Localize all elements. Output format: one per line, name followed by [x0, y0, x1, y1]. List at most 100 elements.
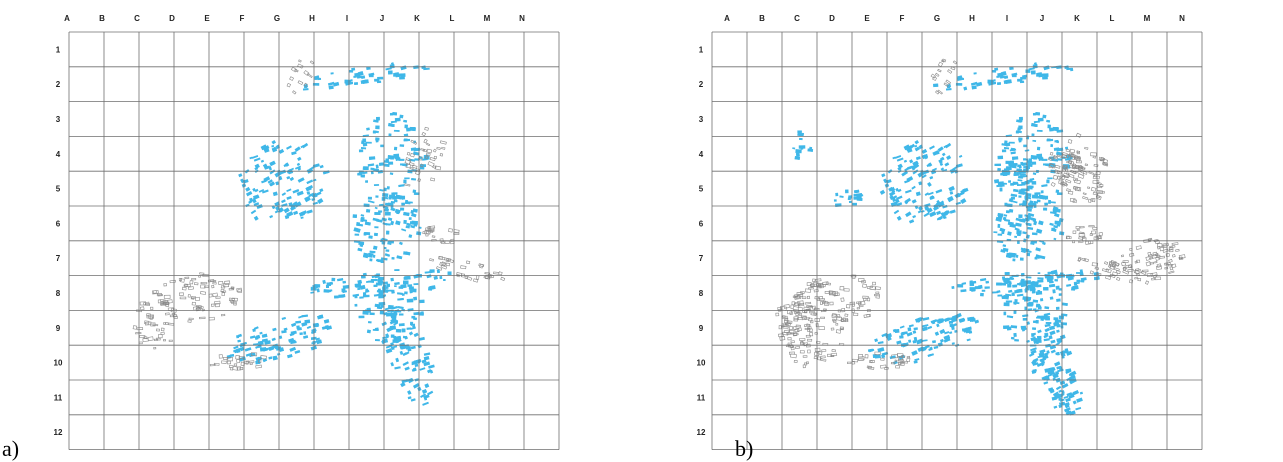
building — [820, 355, 826, 359]
building — [808, 287, 814, 290]
building — [1070, 156, 1077, 160]
building-highlighted — [268, 356, 273, 360]
building — [820, 358, 827, 362]
building-highlighted — [1003, 214, 1008, 217]
building-highlighted — [1033, 156, 1037, 160]
building-highlighted — [337, 278, 344, 282]
building — [1081, 258, 1086, 262]
building — [901, 355, 906, 358]
building — [829, 301, 834, 306]
building — [189, 280, 194, 285]
building — [799, 350, 805, 354]
building-highlighted — [1014, 227, 1020, 232]
building — [411, 164, 418, 169]
building-highlighted — [367, 196, 372, 200]
building-highlighted — [899, 325, 905, 329]
building-highlighted — [1023, 191, 1027, 195]
building-highlighted — [408, 286, 414, 290]
building-highlighted — [1028, 352, 1035, 357]
building-highlighted — [997, 233, 1003, 236]
building — [1069, 148, 1076, 154]
building-highlighted — [380, 304, 384, 308]
building-highlighted — [330, 72, 334, 75]
row-label: 12 — [697, 428, 706, 437]
building — [1095, 171, 1101, 176]
building-highlighted — [391, 289, 395, 294]
building — [428, 225, 436, 229]
building — [782, 315, 786, 318]
building-highlighted — [296, 190, 304, 196]
building-highlighted — [1035, 228, 1043, 234]
building — [199, 316, 206, 320]
building-highlighted — [1037, 329, 1042, 334]
row-label: 1 — [699, 45, 704, 54]
building — [840, 297, 845, 302]
building-highlighted — [1028, 301, 1034, 306]
building-highlighted — [1017, 179, 1023, 182]
building-highlighted — [429, 269, 435, 274]
building-highlighted — [914, 358, 920, 361]
building-highlighted — [1053, 321, 1059, 326]
building — [153, 346, 157, 350]
building — [778, 333, 784, 338]
building — [862, 283, 867, 288]
row-label: 3 — [699, 115, 704, 124]
building — [839, 286, 845, 291]
buildings-layer — [132, 59, 506, 406]
building-highlighted — [896, 157, 904, 162]
row-label: 11 — [54, 393, 63, 402]
building-highlighted — [421, 388, 428, 394]
building-highlighted — [1016, 184, 1023, 186]
building-highlighted — [908, 339, 912, 343]
building-highlighted — [996, 75, 1000, 78]
building-highlighted — [1070, 392, 1076, 397]
building-highlighted — [393, 74, 397, 77]
building — [897, 361, 902, 365]
building-highlighted — [271, 139, 277, 145]
row-label: 8 — [56, 289, 61, 298]
building — [1077, 165, 1082, 170]
building — [1104, 261, 1109, 265]
building-highlighted — [378, 162, 385, 166]
building-highlighted — [1001, 149, 1007, 153]
building-highlighted — [390, 345, 398, 349]
building-highlighted — [293, 210, 299, 216]
building-highlighted — [297, 156, 302, 162]
building-highlighted — [999, 227, 1006, 233]
building-highlighted — [289, 332, 295, 337]
building-highlighted — [1030, 240, 1035, 246]
building-highlighted — [1032, 139, 1037, 142]
building-highlighted — [377, 260, 382, 263]
building — [1122, 266, 1128, 272]
building-highlighted — [1022, 326, 1027, 331]
building — [788, 326, 793, 330]
building-highlighted — [1063, 395, 1069, 399]
building-highlighted — [932, 340, 937, 344]
building-highlighted — [929, 195, 935, 200]
building — [152, 323, 159, 327]
building-highlighted — [375, 282, 383, 286]
building-highlighted — [792, 147, 796, 150]
building-highlighted — [400, 65, 407, 71]
building-highlighted — [1011, 277, 1015, 281]
building-highlighted — [1009, 223, 1017, 228]
building-highlighted — [357, 172, 363, 176]
building-highlighted — [1025, 296, 1032, 301]
building-highlighted — [367, 163, 375, 167]
building-highlighted — [375, 164, 379, 169]
building-highlighted — [928, 353, 932, 357]
building — [840, 318, 845, 322]
building-highlighted — [1048, 371, 1053, 375]
building-highlighted — [939, 328, 946, 335]
building-highlighted — [1027, 212, 1035, 217]
building — [1116, 276, 1121, 281]
row-label: 10 — [697, 359, 706, 368]
building-highlighted — [365, 289, 370, 293]
building-highlighted — [408, 331, 414, 336]
building — [875, 295, 880, 299]
building — [812, 278, 816, 283]
building-highlighted — [402, 351, 408, 357]
building-highlighted — [1048, 387, 1054, 392]
building — [1095, 235, 1103, 240]
building — [1092, 192, 1099, 196]
